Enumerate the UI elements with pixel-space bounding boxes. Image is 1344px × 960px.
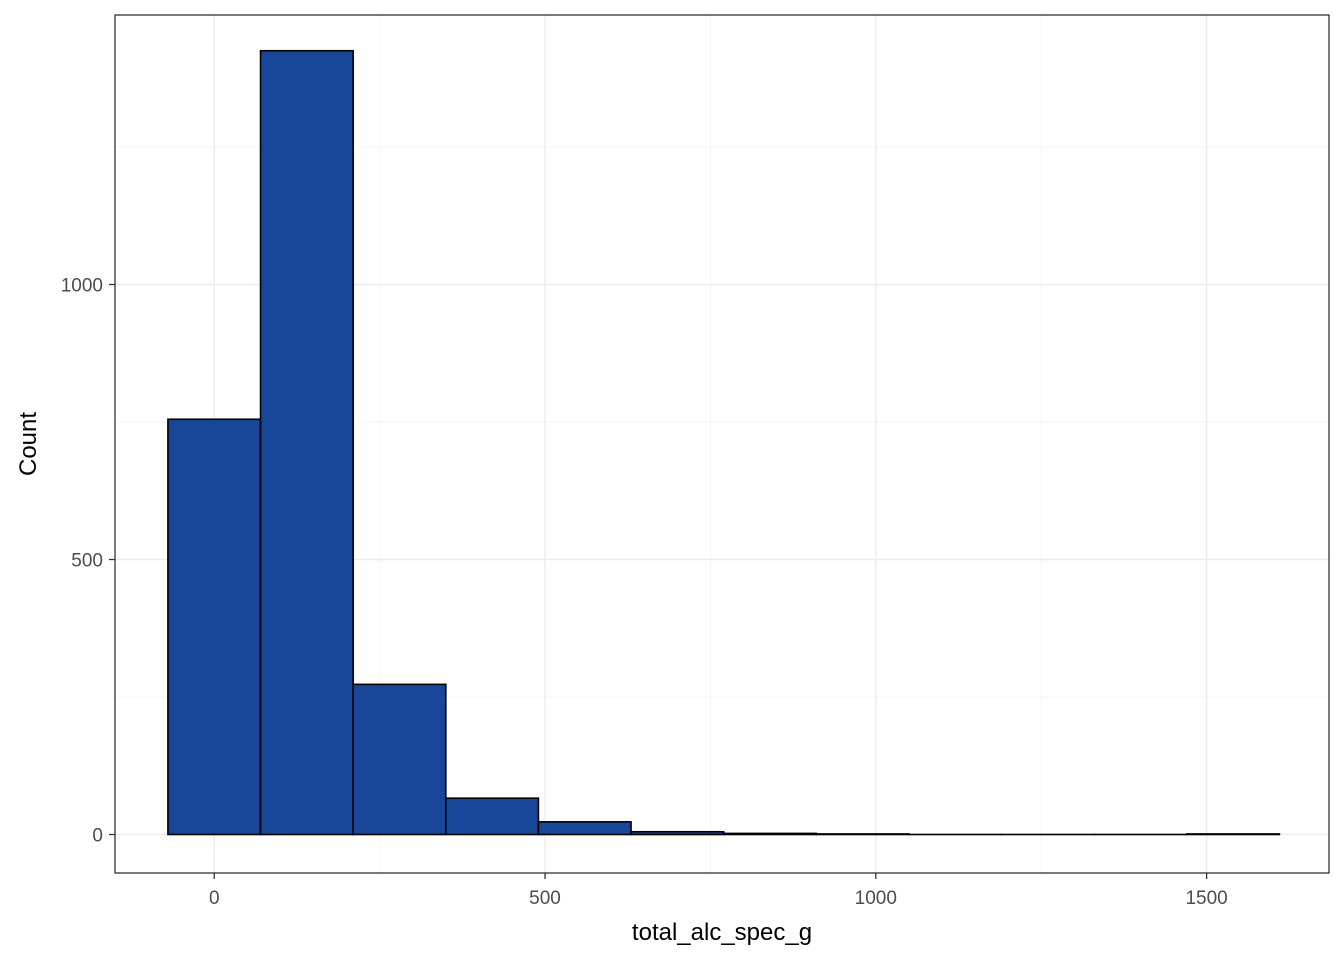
x-axis: 0 500 1000 1500 [209,873,1228,909]
histogram-bar [352,683,447,836]
x-tick-label: 1500 [1185,888,1227,909]
panel-border [114,14,1330,874]
histogram-bars [167,49,1281,836]
histogram-bar [722,832,818,836]
histogram-bar [259,49,354,836]
y-tick-label: 0 [92,826,103,847]
histogram-bar [167,418,262,836]
y-axis: 0 500 1000 [61,276,115,847]
x-axis-title: total_alc_spec_g [632,919,812,946]
histogram-bar [815,833,910,836]
x-tick-label: 0 [209,888,220,909]
y-tick-label: 1000 [61,276,103,297]
y-axis-title: Count [15,412,42,476]
y-tick-label: 500 [71,551,103,572]
x-tick-label: 500 [529,888,561,909]
histogram-bar [1185,833,1281,836]
histogram-bar [537,821,632,836]
x-tick-label: 1000 [855,888,897,909]
histogram-bar [444,797,540,836]
histogram-bar [630,830,725,836]
